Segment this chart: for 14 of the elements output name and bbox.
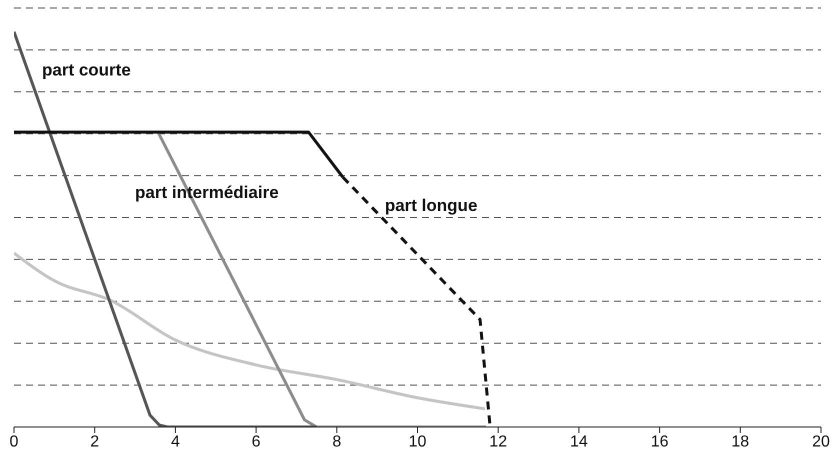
- x-tick-label: 2: [90, 433, 100, 450]
- series-label: part courte: [42, 60, 131, 80]
- x-tick-label: 18: [731, 433, 750, 450]
- x-tick-label: 10: [408, 433, 426, 450]
- x-tick-label: 0: [10, 433, 19, 450]
- x-tick-label: 16: [650, 433, 669, 450]
- x-tick-label: 20: [812, 433, 830, 450]
- x-tick-label: 14: [570, 433, 588, 450]
- x-tick-label: 6: [252, 433, 261, 450]
- series-label: part longue: [384, 196, 478, 216]
- x-tick-label: 4: [170, 433, 180, 450]
- series-label: part intermédiaire: [135, 183, 279, 202]
- x-tick-label: 8: [332, 433, 342, 450]
- x-tick-label: 12: [489, 433, 508, 450]
